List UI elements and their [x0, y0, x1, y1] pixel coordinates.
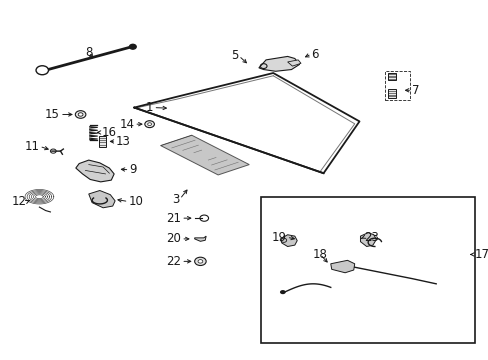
Polygon shape — [89, 190, 115, 208]
Text: 21: 21 — [166, 212, 181, 225]
Text: 12: 12 — [12, 195, 27, 208]
Circle shape — [147, 123, 151, 126]
Bar — [99, 136, 106, 147]
Text: 22: 22 — [166, 255, 181, 268]
Circle shape — [194, 257, 206, 266]
Circle shape — [78, 113, 83, 116]
Polygon shape — [160, 135, 249, 175]
Text: 16: 16 — [102, 126, 117, 139]
Bar — [387, 89, 395, 98]
Text: 19: 19 — [271, 231, 286, 244]
Polygon shape — [76, 160, 114, 182]
Text: 13: 13 — [116, 135, 131, 148]
Circle shape — [144, 121, 154, 127]
Text: 3: 3 — [172, 193, 180, 206]
Text: 4: 4 — [397, 250, 405, 263]
Bar — [261, 197, 473, 343]
Bar — [385, 71, 409, 100]
Text: 15: 15 — [45, 108, 60, 121]
Bar — [387, 73, 395, 80]
Text: 17: 17 — [473, 248, 488, 261]
Polygon shape — [280, 235, 297, 247]
Polygon shape — [330, 260, 354, 273]
Circle shape — [280, 290, 285, 294]
Text: 10: 10 — [128, 195, 143, 208]
Text: 14: 14 — [119, 118, 134, 131]
Text: 6: 6 — [311, 48, 319, 60]
Circle shape — [198, 260, 203, 263]
Text: 18: 18 — [312, 248, 327, 261]
Text: 8: 8 — [85, 46, 92, 59]
Text: 20: 20 — [166, 233, 181, 246]
Text: 11: 11 — [24, 140, 40, 153]
Text: 2: 2 — [397, 289, 405, 302]
Text: 9: 9 — [129, 163, 137, 176]
Polygon shape — [258, 57, 299, 71]
Polygon shape — [287, 60, 301, 66]
Text: 5: 5 — [231, 49, 238, 62]
Text: 23: 23 — [364, 231, 378, 244]
Circle shape — [75, 111, 86, 118]
Text: 7: 7 — [411, 84, 419, 97]
Polygon shape — [360, 233, 376, 247]
Polygon shape — [194, 236, 206, 241]
Circle shape — [129, 44, 136, 49]
Polygon shape — [381, 252, 390, 259]
Text: 1: 1 — [145, 101, 153, 114]
